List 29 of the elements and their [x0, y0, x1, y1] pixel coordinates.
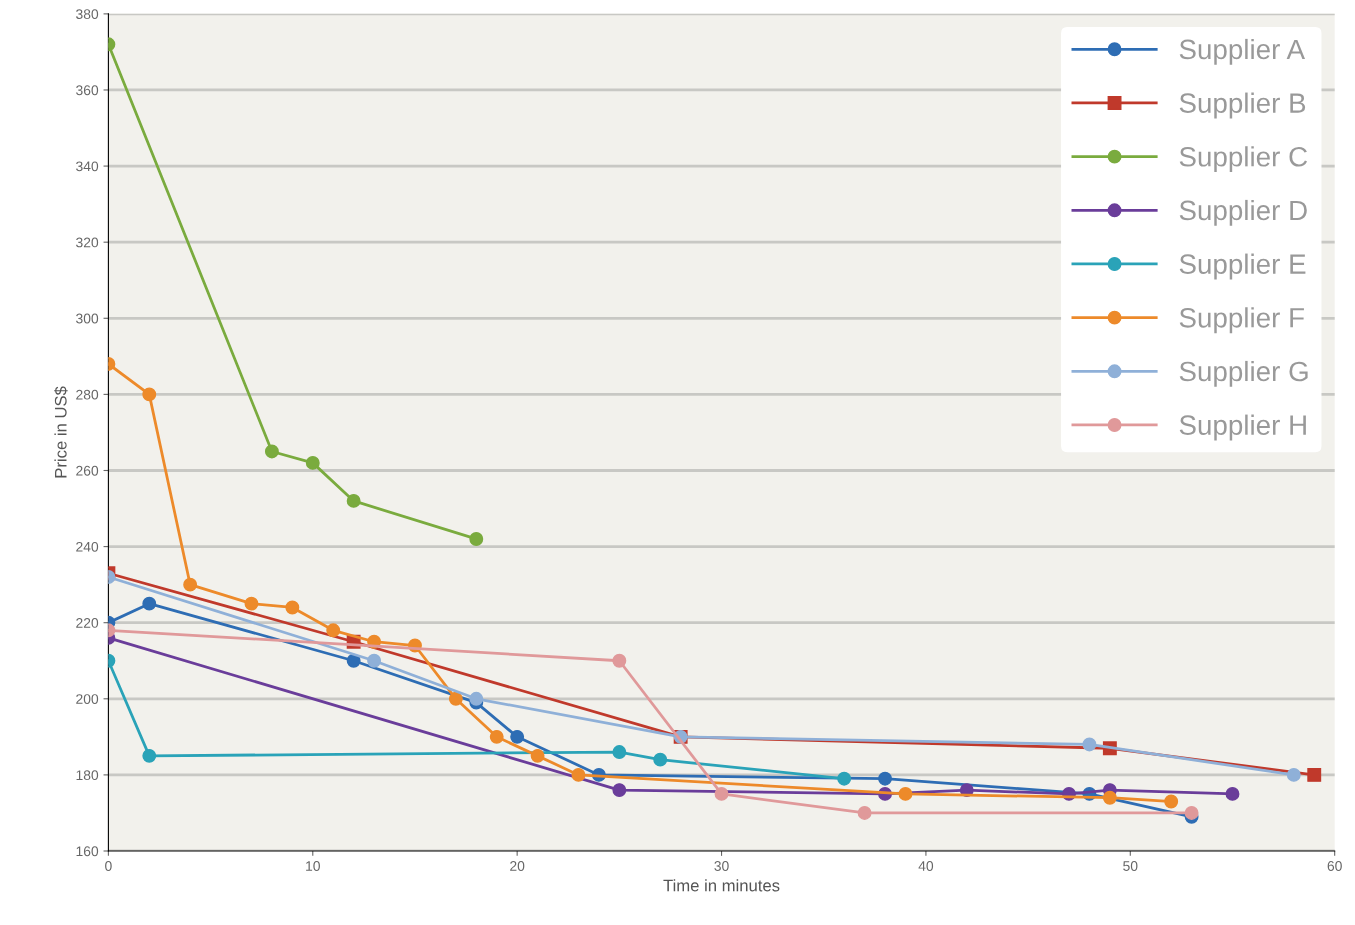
y-tick-label: 240 [76, 541, 99, 552]
x-axis-title: Time in minutes [663, 879, 780, 892]
y-tick-label: 280 [76, 389, 99, 400]
legend-label: Supplier G [1179, 360, 1308, 387]
x-tick-label: 60 [1327, 861, 1342, 871]
x-tick-label: 10 [306, 861, 320, 871]
y-tick-label: 380 [76, 9, 99, 20]
y-tick-label: 320 [76, 237, 99, 248]
y-tick-label: 180 [76, 770, 99, 781]
legend-label: Supplier E [1179, 253, 1306, 280]
y-tick-label: 260 [76, 465, 99, 476]
y-tick-label: 340 [76, 161, 99, 172]
legend-label: Supplier H [1179, 414, 1306, 441]
x-tick-label: 0 [105, 861, 112, 871]
x-tick-label: 30 [714, 861, 729, 871]
y-axis-title: Price in US$ [54, 386, 68, 478]
legend-label: Supplier A [1179, 38, 1306, 65]
y-tick-label: 200 [76, 694, 99, 704]
legend-label: Supplier B [1179, 92, 1306, 119]
legend-label: Supplier D [1179, 199, 1307, 226]
x-tick-label: 40 [918, 861, 934, 871]
x-tick-label: 50 [1123, 861, 1138, 871]
y-tick-label: 220 [76, 618, 99, 628]
y-tick-label: 360 [76, 85, 99, 96]
legend-label: Supplier C [1179, 146, 1308, 173]
legend-label: Supplier F [1179, 307, 1304, 334]
y-tick-label: 160 [76, 846, 99, 857]
x-tick-label: 20 [510, 861, 525, 871]
y-tick-label: 300 [76, 313, 99, 324]
